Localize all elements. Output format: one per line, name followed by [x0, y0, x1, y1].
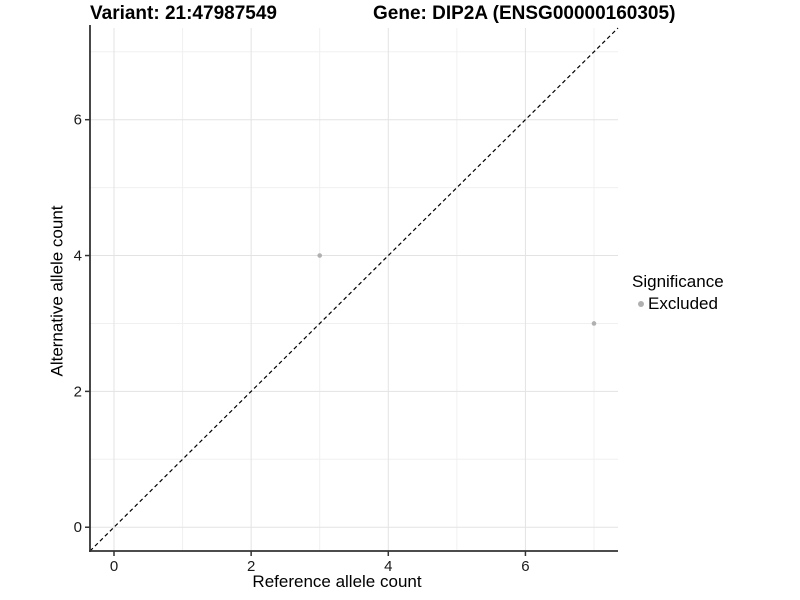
y-tick-label: 6 [74, 112, 82, 129]
x-tick-label: 0 [110, 558, 118, 575]
y-tick-label: 0 [74, 519, 82, 536]
data-point [591, 321, 597, 326]
gene-title: Gene: DIP2A (ENSG00000160305) [373, 3, 676, 24]
x-tick-label: 2 [247, 558, 255, 575]
y-axis-title: Alternative allele count [47, 205, 67, 377]
variant-title: Variant: 21:47987549 [90, 3, 277, 24]
y-tick-label: 2 [74, 383, 82, 400]
x-axis-title: Reference allele count [252, 572, 422, 591]
legend-point-icon [638, 300, 644, 307]
x-tick-label: 4 [384, 558, 392, 575]
x-tick-label: 6 [521, 558, 529, 575]
identity-reference-line [89, 27, 619, 552]
legend-title: Significance [632, 272, 724, 291]
legend-item-label: Excluded [648, 294, 718, 313]
legend-item-excluded: Excluded [632, 295, 724, 312]
legend: Significance Excluded [632, 273, 724, 312]
data-point [317, 253, 323, 258]
y-tick-label: 4 [74, 248, 82, 265]
